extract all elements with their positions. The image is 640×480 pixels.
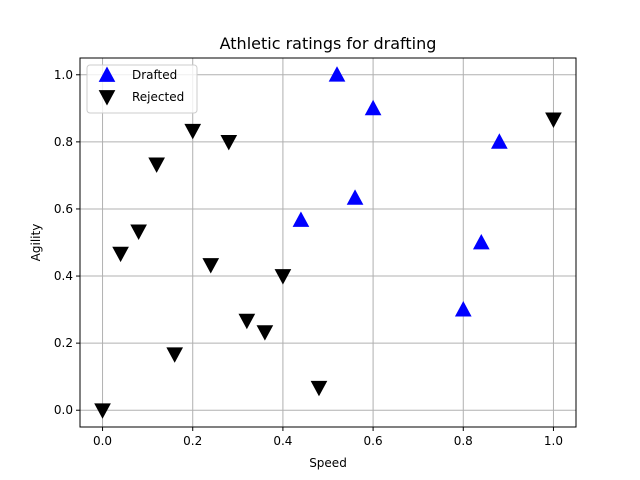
data-points	[94, 66, 562, 419]
rejected-point	[184, 123, 202, 140]
x-tick-label: 0.6	[364, 434, 383, 448]
legend-label-rejected: Rejected	[132, 90, 184, 104]
x-tick-label: 0.4	[273, 434, 292, 448]
legend-box	[86, 64, 198, 114]
x-tick-label: 0.2	[183, 434, 202, 448]
plot-frame	[79, 57, 577, 428]
rejected-point	[202, 258, 220, 274]
drafted-point	[491, 133, 508, 149]
x-tick-label: 0.0	[93, 434, 112, 448]
rejected-point	[274, 269, 292, 285]
drafted-point	[454, 301, 472, 317]
drafted-point	[328, 66, 346, 82]
grid-lines	[80, 58, 576, 427]
rejected-point	[94, 403, 111, 419]
rejected-point	[256, 325, 274, 341]
drafted-point	[346, 189, 364, 205]
drafted-point	[292, 211, 310, 227]
legend: Drafted Rejected	[86, 64, 198, 114]
rejected-point	[238, 313, 256, 330]
drafted-point	[472, 233, 490, 250]
y-tick-label: 0.4	[54, 269, 73, 283]
legend-label-drafted: Drafted	[132, 68, 177, 82]
chart-title: Athletic ratings for drafting	[220, 34, 437, 53]
y-axis-label: Agility	[29, 224, 43, 262]
y-tick-label: 0.8	[54, 135, 73, 149]
rejected-point	[310, 380, 328, 397]
rejected-point	[130, 224, 147, 240]
y-tick-label: 0.2	[54, 336, 73, 350]
y-tick-label: 1.0	[54, 68, 73, 82]
x-axis-ticks: 0.0 0.2 0.4 0.6 0.8 1.0	[93, 427, 563, 448]
y-axis-ticks: 0.0 0.2 0.4 0.6 0.8 1.0	[54, 68, 80, 417]
rejected-point	[545, 112, 562, 128]
rejected-point	[166, 347, 184, 363]
x-tick-label: 1.0	[544, 434, 563, 448]
legend-marker-drafted	[98, 66, 116, 82]
rejected-point	[148, 157, 165, 173]
drafted-point	[364, 99, 382, 116]
rejected-point	[112, 246, 129, 263]
y-tick-label: 0.0	[54, 403, 73, 417]
x-axis-label: Speed	[309, 456, 347, 470]
legend-marker-rejected	[98, 90, 116, 106]
x-tick-label: 0.8	[454, 434, 473, 448]
rejected-point	[220, 134, 238, 151]
y-tick-label: 0.6	[54, 202, 73, 216]
